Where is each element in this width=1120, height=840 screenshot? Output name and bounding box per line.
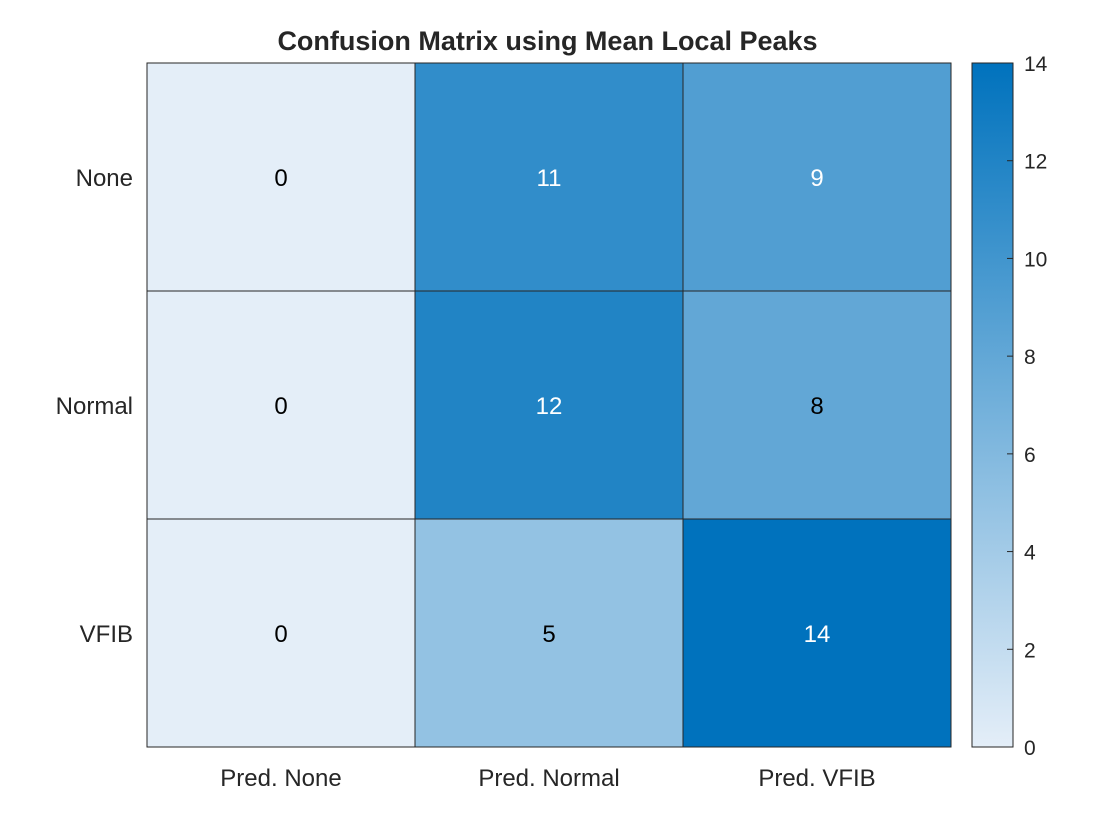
colorbar-tick-label: 6 xyxy=(1024,444,1036,467)
cell-value-label: 5 xyxy=(542,621,555,648)
y-tick-label: None xyxy=(76,165,133,192)
heatmap-cell-r2-c1 xyxy=(414,518,684,748)
cell-value-label: 0 xyxy=(274,165,287,192)
y-tick-label: VFIB xyxy=(80,621,133,648)
heatmap-cell-r0-c0 xyxy=(146,62,416,292)
heatmap-cell-r0-c2 xyxy=(682,62,952,292)
cell-value-label: 0 xyxy=(274,393,287,420)
cell-value-label: 0 xyxy=(274,621,287,648)
heatmap-cell-r1-c0 xyxy=(146,290,416,520)
heatmap-cells xyxy=(146,62,952,748)
colorbar-tick-label: 4 xyxy=(1024,542,1036,565)
colorbar: 0 2 4 6 8 10 12 14 xyxy=(971,53,1048,760)
colorbar-gradient xyxy=(971,62,1014,748)
heatmap-cell-r2-c2 xyxy=(682,518,952,748)
y-tick-label: Normal xyxy=(56,393,133,420)
colorbar-tick-label: 8 xyxy=(1024,346,1036,369)
cell-value-label: 12 xyxy=(536,393,563,420)
plot-frame xyxy=(146,62,952,748)
cell-value-label: 14 xyxy=(804,621,831,648)
x-tick-label: Pred. None xyxy=(220,765,341,792)
colorbar-tick-label: 12 xyxy=(1024,151,1047,174)
x-tick-label: Pred. VFIB xyxy=(758,765,875,792)
colorbar-tick-label: 14 xyxy=(1024,53,1048,76)
colorbar-tick-label: 0 xyxy=(1024,737,1036,760)
x-tick-label: Pred. Normal xyxy=(478,765,619,792)
chart-title: Confusion Matrix using Mean Local Peaks xyxy=(277,26,818,56)
colorbar-tick-label: 2 xyxy=(1024,639,1036,662)
cell-value-label: 9 xyxy=(810,165,823,192)
x-axis-labels: Pred. None Pred. Normal Pred. VFIB xyxy=(220,765,875,792)
cell-value-label: 8 xyxy=(810,393,823,420)
y-axis-labels: None Normal VFIB xyxy=(56,165,133,648)
heatmap-cell-r2-c0 xyxy=(146,518,416,748)
cell-value-label: 11 xyxy=(537,165,562,192)
heatmap-cell-r1-c2 xyxy=(682,290,952,520)
colorbar-tick-label: 10 xyxy=(1024,248,1047,271)
heatmap-cell-labels: 0 11 9 0 12 8 0 5 14 xyxy=(274,165,830,648)
